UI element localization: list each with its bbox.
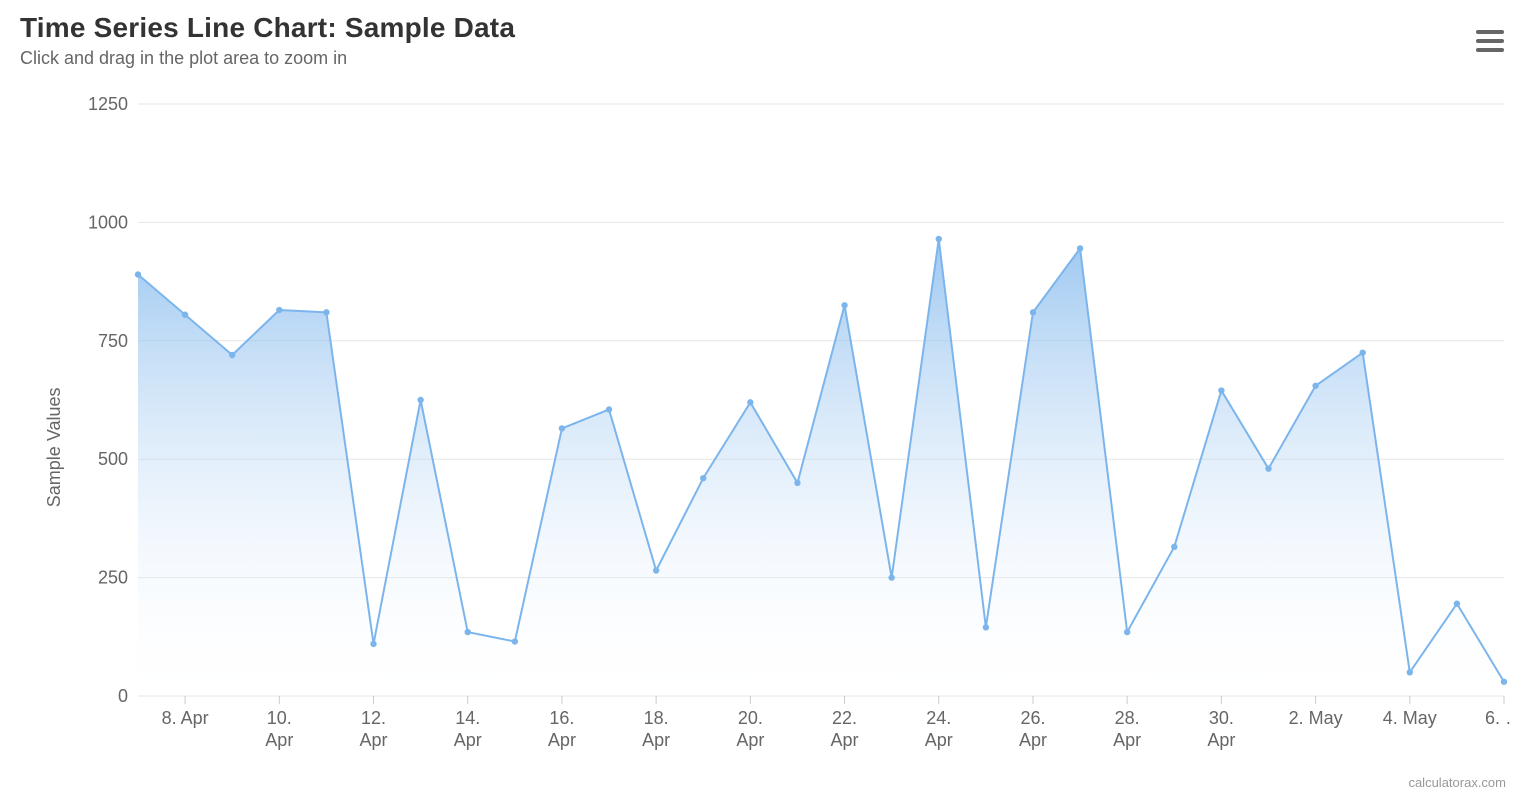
x-tick-label: 10.Apr [265,708,293,750]
series-marker[interactable] [1454,600,1460,606]
series-marker[interactable] [1265,465,1271,471]
x-tick-label: 14.Apr [454,708,482,750]
chart-credits[interactable]: calculatorax.com [1408,775,1506,790]
series-marker[interactable] [1077,245,1083,251]
series-marker[interactable] [559,425,565,431]
x-tick-label: 2. May [1289,708,1343,728]
plot-svg[interactable]: 0 250 500 750 1000 1250 Sample Values 8. Apr 10.… [20,90,1510,768]
series-marker[interactable] [135,271,141,277]
series-marker[interactable] [465,629,471,635]
series-marker[interactable] [1407,669,1413,675]
series-marker[interactable] [936,236,942,242]
series-marker[interactable] [747,399,753,405]
series-marker[interactable] [841,302,847,308]
x-tick-label: 12.Apr [360,708,388,750]
series-marker[interactable] [370,641,376,647]
series-marker[interactable] [1501,679,1507,685]
y-tick-label: 1000 [88,212,128,232]
x-tick-label: 18.Apr [642,708,670,750]
y-tick-label: 0 [118,686,128,706]
series-marker[interactable] [276,307,282,313]
x-tick-label: 22.Apr [831,708,859,750]
y-axis-title: Sample Values [44,387,64,507]
series-marker[interactable] [606,406,612,412]
x-tick-label: 8. Apr [162,708,209,728]
series-marker[interactable] [1359,349,1365,355]
series-marker[interactable] [1030,309,1036,315]
chart-title: Time Series Line Chart: Sample Data [20,12,1510,44]
series-marker[interactable] [1218,387,1224,393]
series-marker[interactable] [794,480,800,486]
plot-region[interactable]: 0 250 500 750 1000 1250 Sample Values 8. Apr 10.… [20,90,1510,768]
x-tick-label: 20.Apr [736,708,764,750]
chart-container: Time Series Line Chart: Sample Data Clic… [0,0,1530,798]
y-tick-label: 250 [98,568,128,588]
chart-subtitle: Click and drag in the plot area to zoom … [20,48,1510,69]
y-tick-label: 750 [98,331,128,351]
series-marker[interactable] [1171,544,1177,550]
series-area[interactable] [138,239,1504,696]
series-marker[interactable] [1312,383,1318,389]
series-marker[interactable] [983,624,989,630]
x-tick-label: 4. May [1383,708,1437,728]
x-tick-label: 26.Apr [1019,708,1047,750]
x-tick-label: 30.Apr [1207,708,1235,750]
series-marker[interactable] [653,567,659,573]
x-tick-label: 28.Apr [1113,708,1141,750]
y-tick-label: 1250 [88,94,128,114]
x-tick-label: 6. … [1485,708,1510,728]
series-marker[interactable] [700,475,706,481]
series-marker[interactable] [323,309,329,315]
x-tick-label: 16.Apr [548,708,576,750]
chart-menu-icon[interactable] [1476,30,1504,52]
series-marker[interactable] [229,352,235,358]
y-tick-label: 500 [98,449,128,469]
series-marker[interactable] [1124,629,1130,635]
x-tick-label: 24.Apr [925,708,953,750]
series-marker[interactable] [182,312,188,318]
series-marker[interactable] [417,397,423,403]
series-marker[interactable] [888,574,894,580]
series-marker[interactable] [512,638,518,644]
